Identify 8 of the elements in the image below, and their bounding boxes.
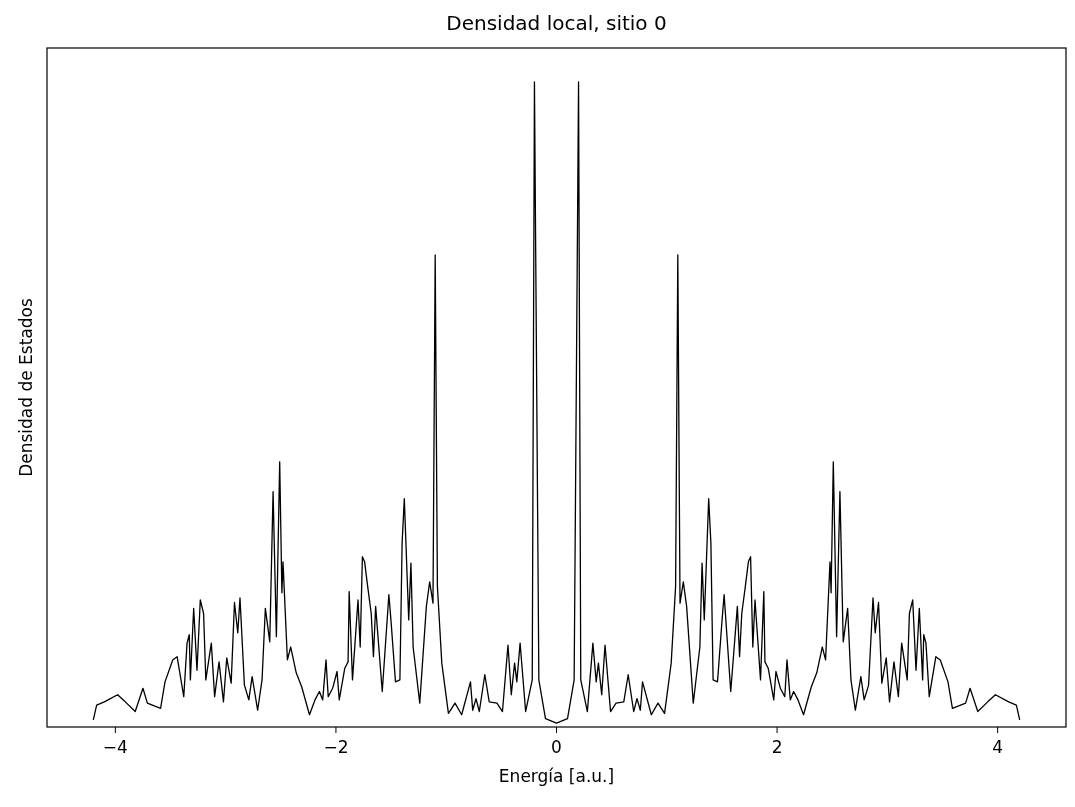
x-axis-title: Energía [a.u.] xyxy=(498,766,615,786)
x-tick-label: 4 xyxy=(992,737,1004,757)
x-tick-label: −4 xyxy=(102,737,128,757)
x-tick-label: −2 xyxy=(323,737,349,757)
x-tick-label: 0 xyxy=(551,737,562,757)
y-axis-title: Densidad de Estados xyxy=(16,298,36,477)
chart-title: Densidad local, sitio 0 xyxy=(446,11,667,35)
x-tick-label: 2 xyxy=(771,737,783,757)
